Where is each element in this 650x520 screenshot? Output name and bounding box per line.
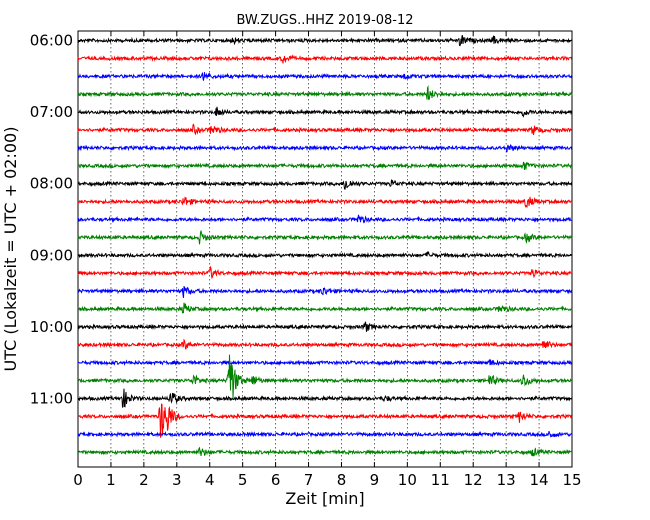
x-tick-label: 13 bbox=[497, 471, 516, 489]
y-tick-label: 06:00 bbox=[30, 32, 73, 50]
x-tick-label: 15 bbox=[562, 471, 581, 489]
trace-0615 bbox=[77, 54, 573, 64]
x-tick-label: 9 bbox=[370, 471, 380, 489]
trace-0915 bbox=[77, 265, 573, 280]
trace-0715 bbox=[77, 123, 573, 136]
trace-1000 bbox=[77, 321, 573, 332]
y-axis-label: UTC (Lokalzeit = UTC + 02:00) bbox=[1, 127, 20, 372]
trace-0845 bbox=[77, 230, 573, 245]
x-axis-ticks: 0 1 2 3 4 5 6 7 8 9 10 11 12 13 14 15 bbox=[73, 31, 582, 489]
y-tick-label: 09:00 bbox=[30, 246, 73, 264]
trace-1045 bbox=[77, 354, 573, 399]
trace-0600 bbox=[77, 34, 573, 47]
trace-0830 bbox=[77, 214, 573, 224]
x-tick-label: 7 bbox=[304, 471, 314, 489]
trace-0800 bbox=[77, 179, 573, 190]
y-axis-ticks: 06:00 07:00 08:00 09:00 10:00 11:00 bbox=[30, 32, 572, 408]
x-tick-label: 11 bbox=[431, 471, 450, 489]
trace-0630 bbox=[77, 71, 573, 81]
x-tick-label: 12 bbox=[464, 471, 483, 489]
x-tick-label: 2 bbox=[139, 471, 149, 489]
trace-1115 bbox=[77, 403, 573, 438]
trace-1100 bbox=[77, 388, 573, 408]
x-tick-label: 0 bbox=[73, 471, 83, 489]
x-tick-label: 3 bbox=[172, 471, 182, 489]
trace-0900 bbox=[77, 251, 573, 259]
y-tick-label: 11:00 bbox=[30, 390, 73, 408]
plot-frame bbox=[77, 30, 573, 468]
x-tick-label: 14 bbox=[530, 471, 549, 489]
trace-0945 bbox=[77, 302, 573, 314]
x-tick-label: 10 bbox=[398, 471, 417, 489]
x-tick-label: 1 bbox=[106, 471, 116, 489]
y-tick-label: 10:00 bbox=[30, 318, 73, 336]
trace-1130 bbox=[77, 430, 573, 438]
grid-lines bbox=[110, 31, 540, 467]
trace-0730 bbox=[77, 144, 573, 153]
trace-1030 bbox=[77, 359, 573, 367]
y-tick-label: 08:00 bbox=[30, 175, 73, 193]
trace-0745 bbox=[77, 161, 573, 170]
x-axis-label: Zeit [min] bbox=[285, 489, 364, 508]
x-tick-label: 5 bbox=[238, 471, 248, 489]
x-tick-label: 6 bbox=[271, 471, 281, 489]
trace-0930 bbox=[77, 285, 573, 298]
trace-1145 bbox=[77, 446, 573, 457]
trace-0645 bbox=[77, 85, 573, 101]
trace-1015 bbox=[77, 338, 573, 350]
chart-title: BW.ZUGS..HHZ 2019-08-12 bbox=[236, 13, 413, 28]
trace-0700 bbox=[77, 106, 573, 118]
x-tick-label: 4 bbox=[205, 471, 215, 489]
trace-group bbox=[77, 34, 573, 457]
x-tick-label: 8 bbox=[337, 471, 347, 489]
y-tick-label: 07:00 bbox=[30, 103, 73, 121]
trace-0815 bbox=[77, 196, 573, 208]
